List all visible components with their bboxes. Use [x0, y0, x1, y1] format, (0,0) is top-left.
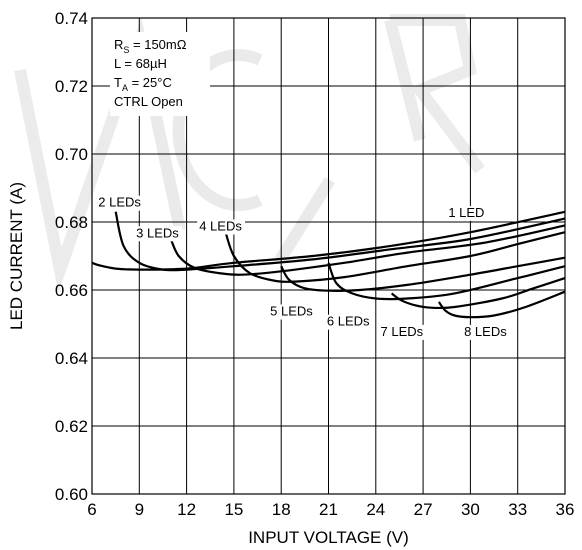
grid [92, 18, 565, 494]
x-tick-label: 18 [272, 500, 291, 519]
x-tick-label: 9 [135, 500, 144, 519]
x-tick-label: 6 [87, 500, 96, 519]
series-label-1-led: 1 LED [448, 205, 484, 220]
series-line-2-leds [114, 211, 566, 272]
series-line-4-leds [224, 231, 566, 283]
series-line-1-led [91, 210, 566, 271]
series-label-bg [268, 304, 316, 320]
condition-main: R [114, 37, 123, 52]
x-tick-labels: 6 9 12 15 18 21 24 27 30 33 36 [87, 500, 574, 519]
condition-line: L = 68µH [114, 56, 167, 71]
series-label-8-leds: 8 LEDs [464, 324, 507, 339]
x-tick-label: 12 [177, 500, 196, 519]
condition-line: CTRL Open [114, 94, 183, 109]
x-tick-label: 36 [556, 500, 575, 519]
y-tick-label: 0.70 [55, 145, 88, 164]
series-line-3-leds [169, 224, 566, 276]
series-lines [91, 210, 566, 319]
series-label-bg [134, 226, 182, 242]
condition-line: RS = 150mΩ [114, 37, 187, 55]
series-label-bg [446, 205, 487, 221]
y-tick-label: 0.64 [55, 349, 88, 368]
x-tick-label: 15 [224, 500, 243, 519]
y-tick-label: 0.62 [55, 417, 88, 436]
condition-rest: = 25°C [128, 75, 172, 90]
condition-main: L = 68µH [114, 56, 167, 71]
x-tick-label: 33 [508, 500, 527, 519]
condition-main: T [114, 75, 122, 90]
series-label-4-leds: 4 LEDs [199, 219, 242, 234]
conditions-box [110, 32, 210, 116]
y-axis-label: LED CURRENT (A) [7, 182, 26, 330]
y-tick-label: 0.66 [55, 281, 88, 300]
condition-subscript: S [123, 45, 129, 55]
series-label-6-leds: 6 LEDs [327, 314, 370, 329]
plot-frame [91, 17, 566, 495]
condition-subscript: A [122, 83, 128, 93]
condition-line: TA = 25°C [114, 75, 172, 93]
series-label-bg [96, 195, 145, 211]
series-label-3-leds: 3 LEDs [136, 225, 179, 240]
series-label-7-leds: 7 LEDs [381, 324, 424, 339]
x-tick-label: 27 [414, 500, 433, 519]
watermark [14, 14, 485, 293]
series-label-bg [197, 219, 246, 235]
series-label-bg [462, 324, 510, 340]
x-tick-label: 30 [461, 500, 480, 519]
series-line-6-leds [327, 262, 566, 301]
y-tick-label: 0.74 [55, 9, 88, 28]
x-tick-label: 21 [319, 500, 338, 519]
condition-rest: = 150mΩ [129, 37, 186, 52]
x-axis-label: INPUT VOLTAGE (V) [248, 528, 409, 547]
series-line-8-leds [437, 290, 566, 319]
series-label-bg [378, 324, 427, 340]
series-line-5-leds [280, 256, 566, 292]
condition-main: CTRL Open [114, 94, 183, 109]
y-tick-label: 0.68 [55, 213, 88, 232]
y-tick-label: 0.72 [55, 77, 88, 96]
series-line-7-leds [390, 277, 566, 310]
x-tick-label: 24 [366, 500, 385, 519]
y-tick-labels: 0.60 0.62 0.64 0.66 0.68 0.70 0.72 0.74 [55, 9, 88, 504]
series-label-bg [324, 314, 373, 330]
y-tick-label: 0.60 [55, 485, 88, 504]
series-label-5-leds: 5 LEDs [270, 304, 313, 319]
series-labels: 1 LED 2 LEDs 3 LEDs 4 LEDs 5 LEDs 6 LEDs 7 LED… [96, 195, 510, 340]
series-label-2-leds: 2 LEDs [98, 195, 141, 210]
